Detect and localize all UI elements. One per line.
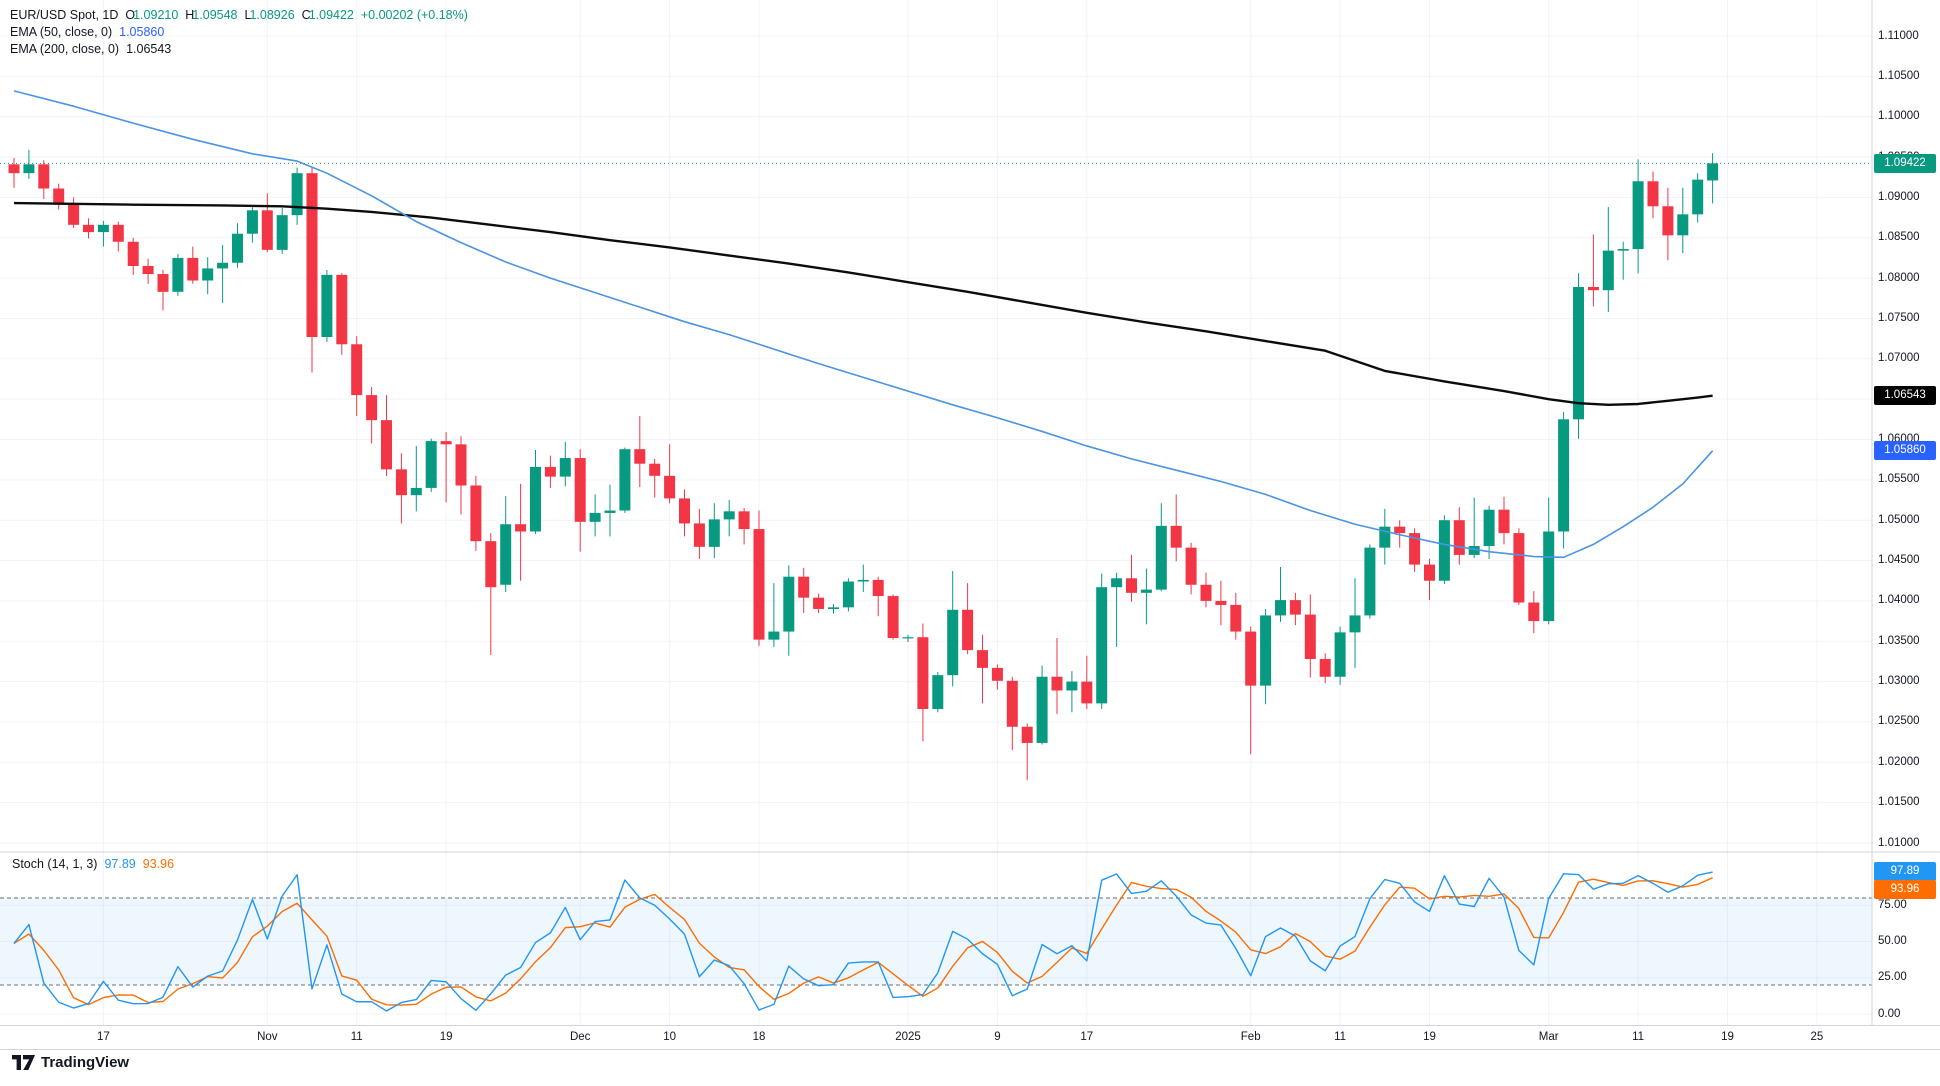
stoch-tick-label: 75.00 <box>1878 898 1907 911</box>
stoch-legend-row[interactable]: Stoch (14, 1, 3) 97.89 93.96 <box>12 857 174 871</box>
price-tick-label: 1.03000 <box>1878 675 1920 688</box>
price-tick-label: 1.10500 <box>1878 69 1920 82</box>
time-tick-label: 11 <box>1334 1031 1347 1043</box>
price-tick-label: 1.11000 <box>1878 29 1919 42</box>
stoch-k-line <box>13 871 1713 1012</box>
price-tick-label: 1.10000 <box>1878 110 1920 123</box>
ema200-label: EMA (200, close, 0) <box>10 41 120 56</box>
stoch-tick-label: 0.00 <box>1878 1007 1901 1020</box>
stoch-band <box>0 898 1872 985</box>
ohlc-open: O1.09210 <box>125 7 179 22</box>
stoch-k-badge: 97.89 <box>1874 861 1936 881</box>
time-tick-label: Dec <box>569 1031 591 1043</box>
change-value: +0.00202 (+0.18%) <box>360 7 468 22</box>
time-tick-label: 25 <box>1810 1031 1824 1043</box>
price-tick-label: 1.04000 <box>1878 594 1920 607</box>
time-tick-label: 19 <box>439 1031 453 1043</box>
ohlc-high: H1.09548 <box>185 7 238 22</box>
ema50-value: 1.05860 <box>119 24 165 39</box>
stoch-tick-label: 25.00 <box>1878 971 1907 984</box>
ema50-legend-row[interactable]: EMA (50, close, 0) 1.05860 <box>10 23 468 40</box>
ohlc-close: C1.09422 <box>301 7 354 22</box>
gridlines <box>0 0 1872 1026</box>
price-tick-label: 1.02500 <box>1878 715 1920 728</box>
time-tick-label: Feb <box>1240 1031 1261 1043</box>
time-tick-label: 17 <box>96 1031 110 1043</box>
stoch-label: Stoch (14, 1, 3) <box>12 857 98 871</box>
price-tick-label: 1.07500 <box>1878 311 1920 324</box>
tradingview-logo-text: TradingView <box>41 1054 130 1071</box>
ema50-line <box>13 90 1714 559</box>
stoch-d-badge: 93.96 <box>1874 879 1936 899</box>
time-tick-label: 9 <box>994 1031 1001 1043</box>
ohlc-low: L1.08926 <box>244 7 295 22</box>
stoch-tick-label: 50.00 <box>1878 935 1907 947</box>
price-tick-label: 1.08500 <box>1878 231 1920 244</box>
price-tick-label: 1.01000 <box>1878 836 1920 849</box>
price-tick-label: 1.04500 <box>1878 554 1920 567</box>
tradingview-logo-icon <box>12 1055 35 1070</box>
chart-legend: EUR/USD Spot, 1D O1.09210 H1.09548 L1.08… <box>10 6 468 57</box>
symbol-legend-row[interactable]: EUR/USD Spot, 1D O1.09210 H1.09548 L1.08… <box>10 6 468 23</box>
time-tick-label: 2025 <box>895 1031 921 1043</box>
time-tick-label: 17 <box>1080 1031 1094 1043</box>
ema200-line <box>13 201 1713 406</box>
price-tick-label: 1.09000 <box>1878 190 1920 203</box>
ema200-value-badge: 1.06543 <box>1874 386 1936 406</box>
price-tick-label: 1.08000 <box>1878 271 1920 284</box>
time-tick-label: 11 <box>350 1031 363 1043</box>
symbol-title: EUR/USD Spot, 1D <box>10 7 119 22</box>
time-tick-label: 18 <box>752 1031 766 1043</box>
stoch-k-value: 97.89 <box>104 857 136 871</box>
ema50-value-badge: 1.05860 <box>1874 441 1936 461</box>
ema200-legend-row[interactable]: EMA (200, close, 0) 1.06543 <box>10 40 468 57</box>
price-tick-label: 1.03500 <box>1878 634 1920 647</box>
time-tick-label: Mar <box>1538 1031 1559 1043</box>
time-tick-label: 11 <box>1632 1031 1645 1043</box>
tradingview-logo[interactable]: TradingView <box>12 1054 129 1071</box>
price-tick-label: 1.07000 <box>1878 352 1920 365</box>
price-tick-label: 1.05000 <box>1878 513 1920 526</box>
price-tick-label: 1.02000 <box>1878 755 1920 768</box>
time-tick-label: 19 <box>1721 1031 1734 1043</box>
price-tick-label: 1.01500 <box>1878 796 1920 809</box>
stoch-d-value: 93.96 <box>142 857 175 871</box>
time-tick-label: Nov <box>257 1031 278 1043</box>
ema50-label: EMA (50, close, 0) <box>10 24 113 39</box>
ema200-value: 1.06543 <box>126 41 172 56</box>
stoch-d-line <box>13 877 1713 1006</box>
time-tick-label: 19 <box>1423 1031 1436 1043</box>
last-price-badge: 1.09422 <box>1874 153 1936 173</box>
price-tick-label: 1.05500 <box>1878 473 1920 486</box>
time-axis[interactable] <box>0 1025 1940 1049</box>
time-tick-label: 10 <box>663 1031 676 1043</box>
candlestick-series <box>8 149 1719 781</box>
